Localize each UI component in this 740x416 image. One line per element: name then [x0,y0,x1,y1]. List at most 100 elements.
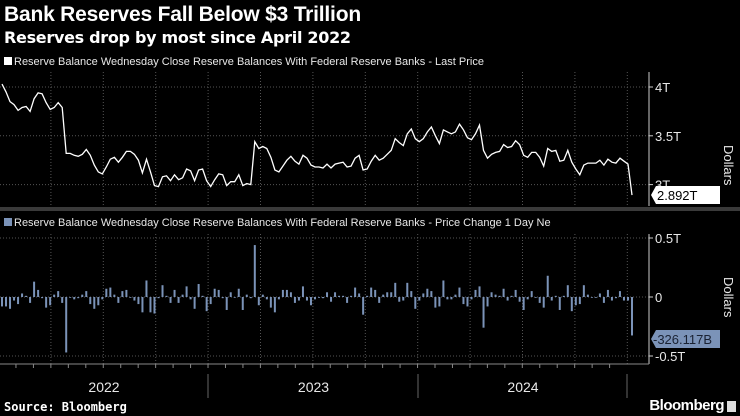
change-bar [466,297,469,307]
change-bar [65,297,68,353]
change-bar [1,297,3,307]
change-bar [217,289,220,297]
change-bar [173,289,176,297]
change-bar [362,297,365,315]
change-bar [510,295,513,297]
change-bar [41,297,44,299]
change-bar [502,288,505,297]
change-bar [566,285,569,297]
change-bar [9,297,12,309]
change-bar [390,292,393,297]
change-bar [93,297,96,309]
change-bar [293,297,296,303]
change-bar [530,291,533,297]
change-bar [418,297,421,301]
change-bar [197,284,200,297]
chart-subtitle: Reserves drop by most since April 2022 [4,28,351,47]
change-bar [45,297,48,308]
legend-swatch-white [4,57,12,65]
change-bar [458,287,461,297]
change-bar [474,289,477,297]
change-bar [105,288,108,297]
change-bar [438,297,441,307]
change-bar [181,294,184,297]
change-bar [486,297,489,307]
change-bar [313,297,316,300]
change-bar [269,297,272,308]
change-bar [281,289,284,297]
change-bar [109,287,112,297]
change-bar [354,287,357,297]
change-bar [29,297,32,303]
change-bar [534,297,537,298]
last-price-value: 2.892T [657,188,698,203]
x-tick-label: 2023 [298,379,329,395]
change-bar [478,286,481,297]
change-bar [157,297,160,299]
change-bar [350,295,353,297]
change-bar [518,297,521,302]
change-bar [374,289,377,297]
change-bar [129,297,132,298]
change-bar [590,297,593,298]
change-bar [241,297,244,310]
legend-price-change: Reserve Balance Wednesday Close Reserve … [4,217,551,229]
change-bar [209,297,212,305]
change-bar [85,291,88,297]
change-bar [386,292,389,297]
source-note: Source: Bloomberg [4,400,127,414]
change-bar [265,297,268,300]
change-bar [61,297,64,303]
change-bar [149,297,152,313]
change-bar [430,291,433,297]
change-bar [462,297,465,305]
change-bar [21,293,24,297]
change-bar [442,280,445,297]
change-bar [245,294,248,297]
legend-swatch-blue [4,218,12,226]
change-bar [498,295,501,297]
change-bar [81,294,84,297]
change-bar [301,286,304,297]
y-tick-label: 4T [655,80,670,95]
x-tick-label: 2022 [88,379,119,395]
change-bar [410,291,413,297]
change-bar [113,294,116,297]
change-bar [201,295,204,297]
change-bar [382,294,385,297]
change-bar [402,297,405,301]
change-bar [185,286,188,297]
change-bar [177,297,180,303]
change-bar [121,291,124,297]
change-bar [398,297,401,302]
change-bar [233,297,236,298]
change-bar [318,297,321,298]
change-bar [193,297,196,309]
change-bar [305,297,308,301]
y-tick-label: 0.5T [655,231,681,246]
panel-separator [0,207,740,211]
bottom-y-axis-label: Dollars [721,277,736,318]
change-bar [631,297,633,336]
change-bar [370,287,373,297]
legend-label: Reserve Balance Wednesday Close Reserve … [14,56,484,68]
change-bar [526,297,529,300]
change-bar [338,295,341,297]
change-bar [334,292,337,297]
change-bar [221,297,224,299]
change-bar [450,297,453,300]
change-bar [562,295,565,297]
last-change-tag: -326.117B [651,330,720,348]
change-bar [366,295,369,297]
change-bar [606,289,609,297]
change-bar [205,297,208,312]
change-bar [137,297,140,305]
change-bar [153,297,156,314]
change-bar [169,297,172,303]
change-bar [257,297,260,306]
change-bar [101,297,104,300]
change-bar [37,289,40,297]
change-bar [586,294,589,297]
legend-label: Reserve Balance Wednesday Close Reserve … [14,217,551,229]
